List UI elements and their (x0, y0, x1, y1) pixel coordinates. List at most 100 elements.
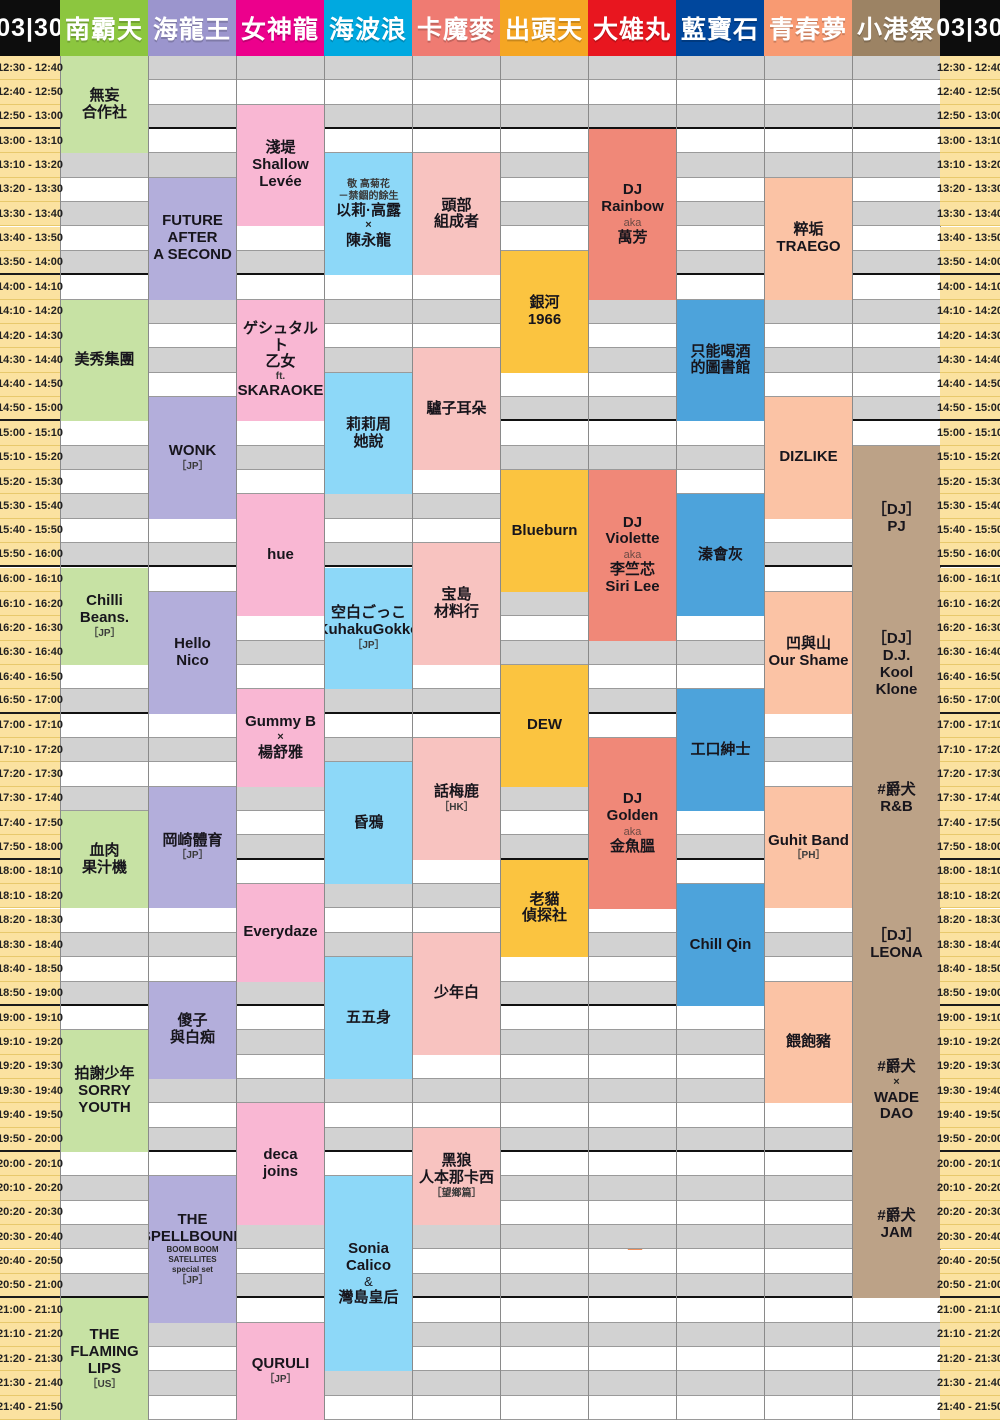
grid-cell (60, 1152, 148, 1177)
act-block[interactable]: 拍謝少年 SORRY YOUTH (61, 1030, 148, 1153)
act-block[interactable]: 少年白 (413, 932, 500, 1055)
act-name-line3: 李竺芯 (609, 561, 655, 579)
grid-cell (764, 1249, 852, 1274)
act-block[interactable]: 溱會灰 (677, 494, 764, 617)
act-block[interactable]: #爵犬 × WADE DAO (853, 1030, 940, 1153)
act-block[interactable]: 老貓 偵探社 (501, 859, 588, 958)
grid-cell (852, 1346, 940, 1372)
time-slot-right: 21:40 - 21:50 (937, 1395, 1000, 1420)
grid-cell (324, 543, 412, 568)
act-block[interactable]: Sonia Calico & 灣島皇后 (325, 1176, 412, 1372)
act-block[interactable]: Hello Nico (149, 591, 236, 714)
grid-cell (148, 518, 236, 544)
act-block[interactable]: Gummy B × 楊舒雅 (237, 689, 324, 787)
grid-cell (588, 1030, 676, 1055)
act-block[interactable]: DJ Golden aka 金魚膃 (589, 738, 676, 909)
act-block[interactable]: WONK ［JP］ (149, 397, 236, 519)
act-block[interactable]: #爵犬 JAM (853, 1152, 940, 1299)
act-block[interactable]: 工口紳士 (677, 689, 764, 812)
act-block[interactable]: 黑狼 人本那卡西 ［望鄉篇］ (413, 1127, 500, 1226)
act-block[interactable]: DIZLIKE (765, 397, 852, 519)
time-slot-label: 17:10 - 17:20 (0, 743, 64, 756)
act-block[interactable]: 血肉 果汁機 (61, 811, 148, 909)
act-block[interactable]: DJ Violette aka 李竺芯 Siri Lee (589, 470, 676, 641)
grid-cell (676, 421, 764, 446)
grid-cell (324, 884, 412, 909)
act-block[interactable]: THE FLAMING LIPS ［US］ (61, 1298, 148, 1420)
act-block[interactable]: 宝島 材料行 (413, 543, 500, 665)
act-country-tag: ［JP］ (176, 1275, 209, 1287)
time-slot-label: 16:40 - 16:50 (936, 670, 1000, 683)
grid-cell (500, 129, 588, 154)
act-cross: × (893, 1075, 900, 1088)
act-block[interactable]: ［DJ］ D.J. Kool Klone (853, 591, 940, 738)
act-name-line4: Siri Lee (605, 578, 660, 596)
act-block[interactable]: Everydaze (237, 884, 324, 982)
time-slot-label: 12:50 - 13:00 (936, 109, 1000, 122)
act-block[interactable]: Blueburn (501, 470, 588, 592)
grid-cell (852, 323, 940, 349)
act-block[interactable]: 餵飽豬 (765, 981, 852, 1104)
act-block[interactable]: 粹垢 TRAEGO (765, 177, 852, 300)
time-slot-label: 17:10 - 17:20 (936, 743, 1000, 756)
act-name-line2: 與白痴 (169, 1029, 215, 1047)
act-name: Gummy B (245, 713, 316, 731)
act-block[interactable]: Chilli Beans. ［JP］ (61, 567, 148, 665)
act-name-line3: YOUTH (78, 1098, 131, 1116)
time-slot-label: 16:30 - 16:40 (936, 646, 1000, 659)
act-block[interactable]: 莉莉周 她說 (325, 372, 412, 495)
time-slot-left: 16:00 - 16:10 (0, 567, 63, 592)
act-block[interactable]: THESPELLBOUNDBOOM BOOM SATELLITESspecial… (149, 1176, 236, 1323)
time-slot-label: 17:00 - 17:10 (0, 719, 64, 732)
act-block[interactable]: 淺堤 Shallow Levée (237, 104, 324, 227)
act-name: deca (263, 1146, 298, 1164)
grid-cell (60, 1273, 148, 1299)
act-block[interactable]: 五五身 (325, 957, 412, 1079)
stage-header-nanbatian-label: 南霸天 (64, 16, 143, 44)
act-block[interactable]: 無妄 合作社 (61, 56, 148, 154)
act-block[interactable]: 空白ごっこKuhakuGokko［JP］ (325, 567, 412, 690)
date-badge-right: 03|30 (936, 0, 1000, 56)
stage-header-lanbaoshi-label: 藍寶石 (680, 16, 759, 44)
act-block[interactable]: 只能喝酒 的圖書館 (677, 299, 764, 422)
act-block[interactable]: DEW (501, 664, 588, 787)
time-slot-label: 16:00 - 16:10 (936, 573, 1000, 586)
act-block[interactable]: 銀河 1966 (501, 250, 588, 373)
act-block[interactable]: 敬 高菊花 －禁錮的餘生 以莉·高露 × 陳永龍 (325, 153, 412, 276)
act-block[interactable]: #爵犬 R&B (853, 738, 940, 860)
act-block[interactable]: Chill Qin (677, 884, 764, 1006)
act-block[interactable]: 美秀集團 (61, 299, 148, 422)
act-name: DJ (622, 180, 643, 198)
act-block[interactable]: deca joins (237, 1103, 324, 1226)
act-block[interactable]: Guhit Band ［PH］ (765, 786, 852, 909)
grid-cell (588, 1054, 676, 1079)
grid-cell (236, 1005, 324, 1031)
act-block[interactable]: 凹與山 Our Shame (765, 591, 852, 714)
act-block[interactable]: FUTURE AFTER A SECOND (149, 177, 236, 300)
act-block[interactable]: ［DJ］ LEONA (853, 859, 940, 1031)
time-slot-left: 14:40 - 14:50 (0, 372, 63, 397)
time-slot-left: 17:00 - 17:10 (0, 713, 64, 738)
act-country-tag: ［JP］ (176, 460, 209, 472)
act-block[interactable]: ゲシュタルト 乙女 ft. SKARAOKE (237, 299, 324, 422)
act-block[interactable]: 昏鴉 (325, 762, 412, 885)
act-block[interactable]: hue (237, 494, 324, 617)
act-block[interactable]: ［DJ］ PJ (853, 445, 940, 592)
stage-header-nushenlong-label: 女神龍 (240, 16, 319, 44)
act-block[interactable]: DJ Rainbow aka 萬芳 (589, 129, 676, 300)
act-block[interactable]: 頭部 組成者 (413, 153, 500, 276)
grid-cell (148, 129, 236, 154)
act-block[interactable]: 岡崎體育 ［JP］ (149, 786, 236, 909)
act-block[interactable]: QURULI ［JP］ (237, 1322, 324, 1420)
act-block[interactable]: 傻子 與白痴 (149, 981, 236, 1079)
grid-cell (852, 299, 940, 324)
time-slot-label: 16:40 - 16:50 (0, 670, 64, 683)
grid-cell (588, 689, 676, 714)
grid-cell (324, 738, 412, 763)
act-block[interactable]: 話梅鹿 ［HK］ (413, 738, 500, 860)
act-block[interactable]: 驢子耳朵 (413, 348, 500, 471)
time-slot-label: 19:10 - 19:20 (0, 1035, 64, 1048)
time-slot-label: 20:10 - 20:20 (0, 1182, 64, 1195)
grid-cell (676, 80, 764, 105)
time-slot-left: 13:40 - 13:50 (0, 226, 63, 251)
